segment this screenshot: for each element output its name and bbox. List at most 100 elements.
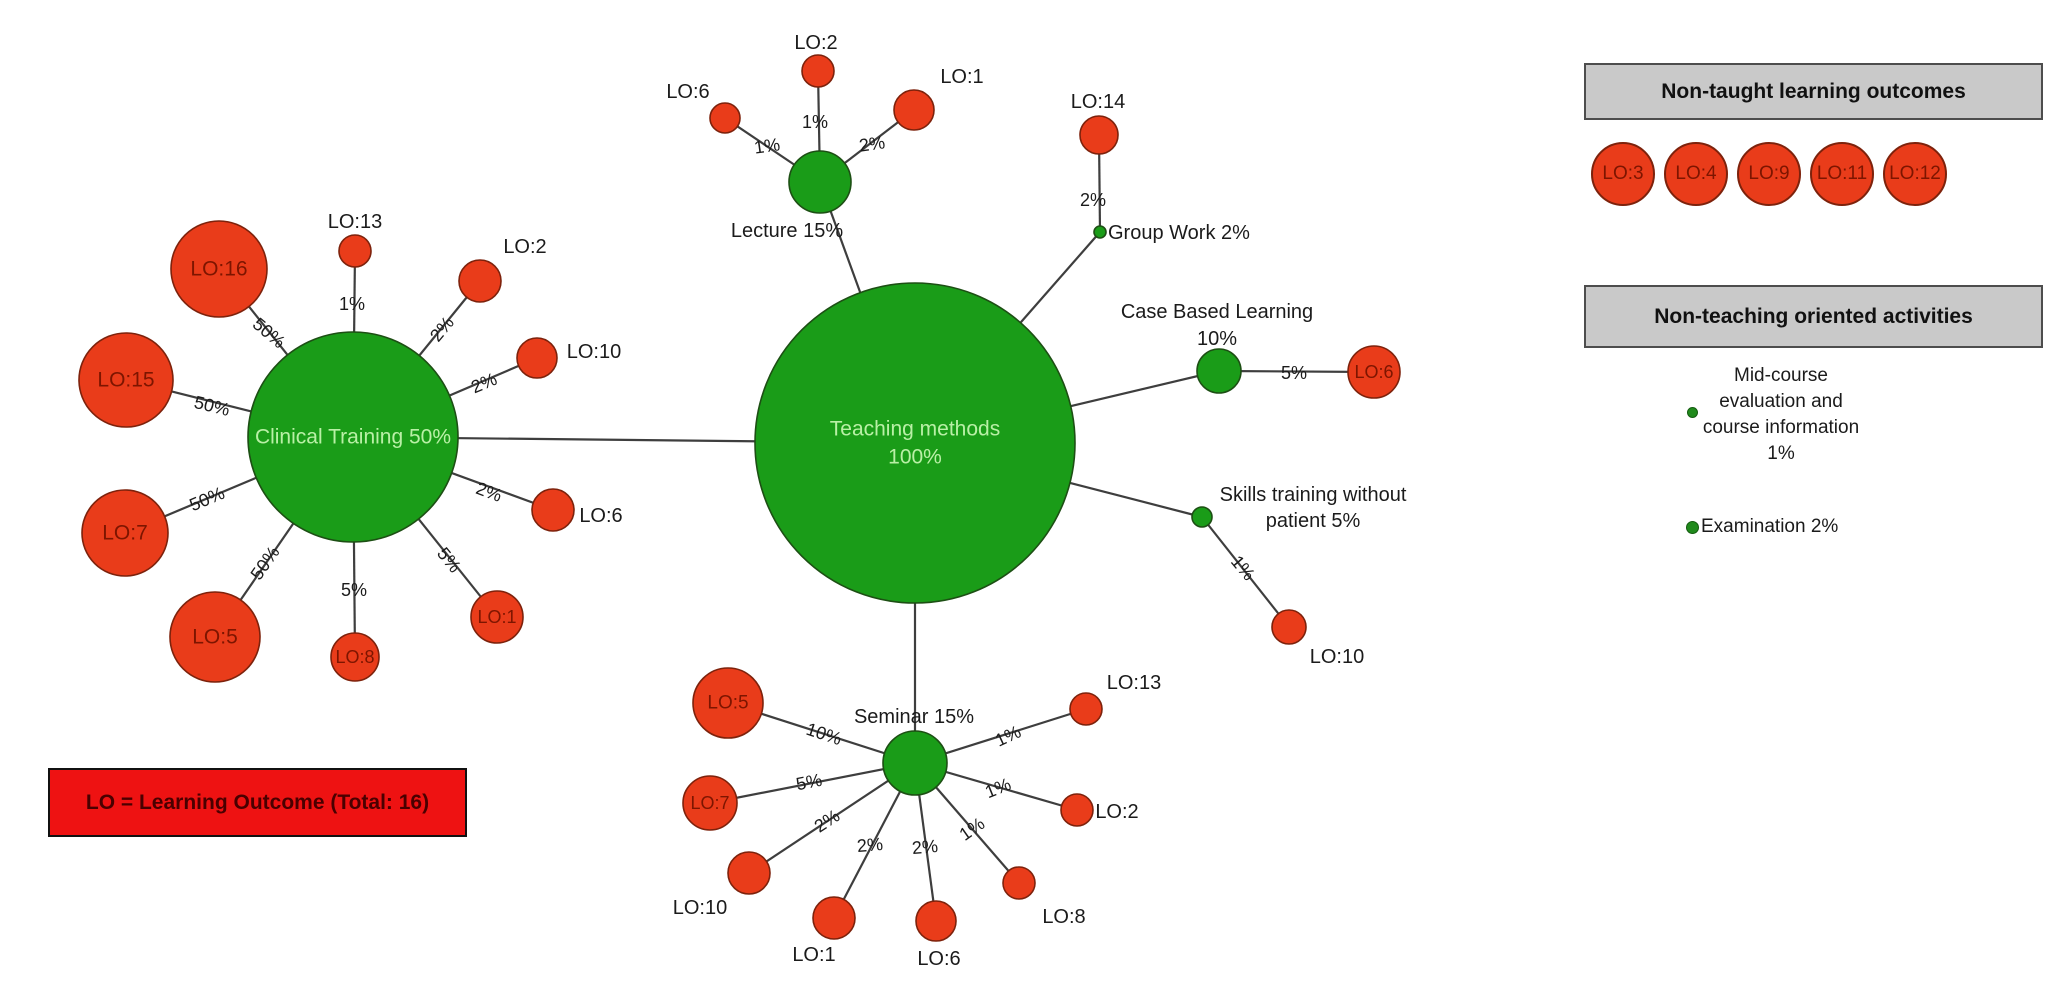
seminar-label: Seminar 15% <box>854 706 974 728</box>
edge-percent-clinical-training--ct-lo5: 50% <box>246 543 283 584</box>
edge-percent-group-work--gw-lo14: 2% <box>1080 190 1106 210</box>
examination-label: Examination 2% <box>1701 516 1839 537</box>
node-text-sem-lo7-0: LO:7 <box>690 793 729 813</box>
ct-lo13-label: LO:13 <box>328 211 382 233</box>
edge-percent-clinical-training--ct-lo13: 1% <box>339 294 365 314</box>
node-ct-lo1 <box>470 590 524 644</box>
ct-lo2-label: LO:2 <box>503 236 546 258</box>
node-text-ct-lo7-0: LO:7 <box>102 522 148 545</box>
sk-lo10-label: LO:10 <box>1310 646 1364 668</box>
edge-percent-seminar--sem-lo7: 5% <box>794 770 823 795</box>
node-ct-lo6 <box>531 488 575 532</box>
edge-percent-seminar--sem-lo1: 2% <box>856 834 884 856</box>
edge-percent-clinical-training--ct-lo8: 5% <box>341 580 367 600</box>
node-lec-lo1 <box>893 89 935 131</box>
midcourse-line-3: course information <box>1702 417 1860 438</box>
node-ct-lo5 <box>169 591 261 683</box>
node-lecture <box>788 150 852 214</box>
non-taught-outcomes-panel: Non-taught learning outcomes <box>1584 63 2043 120</box>
node-text-ct-lo16-0: LO:16 <box>190 258 247 281</box>
sem-lo13-label: LO:13 <box>1107 672 1161 694</box>
node-sem-lo1 <box>812 896 856 940</box>
node-text-clinical-training-0: Clinical Training 50% <box>255 426 451 449</box>
midcourse-evaluation-text: Mid-course evaluation and course informa… <box>1661 363 1901 467</box>
node-text-teaching-methods-1: 100% <box>888 446 942 469</box>
midcourse-dot-icon <box>1687 407 1698 418</box>
node-teaching-methods <box>754 282 1076 604</box>
midcourse-line-1: Mid-course <box>1734 365 1828 386</box>
midcourse-line-2: evaluation and <box>1719 391 1843 412</box>
node-clinical-training <box>247 331 459 543</box>
node-case-based-learning <box>1196 348 1242 394</box>
edge-percent-lecture--lec-lo2: 1% <box>802 112 828 132</box>
node-cbl-lo6 <box>1347 345 1401 399</box>
node-ct-lo16 <box>170 220 268 318</box>
skills-training-label-line2: patient 5% <box>1266 510 1361 532</box>
edge-seminar--sem-lo7 <box>709 761 916 805</box>
legend-outcome-lo4: LO:4 <box>1664 142 1728 206</box>
node-sem-lo6 <box>915 900 957 942</box>
sem-lo8-label: LO:8 <box>1042 906 1085 928</box>
edge-percent-clinical-training--ct-lo7: 50% <box>187 483 228 515</box>
legend-outcome-lo9: LO:9 <box>1737 142 1801 206</box>
node-sem-lo13 <box>1069 692 1103 726</box>
node-lec-lo2 <box>801 54 835 88</box>
legend-outcome-lo12: LO:12 <box>1883 142 1947 206</box>
node-sem-lo10 <box>727 851 771 895</box>
non-taught-outcomes-title: Non-taught learning outcomes <box>1661 79 1966 103</box>
node-ct-lo8 <box>330 632 380 682</box>
edge-percent-seminar--sem-lo8: 1% <box>956 813 989 844</box>
lo-abbreviation-text: LO = Learning Outcome (Total: 16) <box>85 790 430 814</box>
case-based-learning-label-line1: Case Based Learning <box>1121 301 1313 323</box>
lec-lo6-label: LO:6 <box>666 81 709 103</box>
sem-lo2-label: LO:2 <box>1095 801 1138 823</box>
node-sem-lo5 <box>692 667 764 739</box>
non-teaching-activities-panel: Non-teaching oriented activities <box>1584 285 2043 348</box>
examination-dot-icon <box>1686 520 1699 534</box>
lec-lo1-label: LO:1 <box>940 66 983 88</box>
node-text-ct-lo15-0: LO:15 <box>97 369 154 392</box>
case-based-learning-label-line2: 10% <box>1197 328 1237 350</box>
node-ct-lo2 <box>458 259 502 303</box>
lecture-label: Lecture 15% <box>731 220 844 242</box>
edge-percent-clinical-training--ct-lo6: 2% <box>473 478 504 506</box>
edge-percent-seminar--sem-lo6: 2% <box>911 836 939 858</box>
edge-percent-seminar--sem-lo13: 1% <box>992 721 1024 750</box>
edge-percent-seminar--sem-lo10: 2% <box>811 806 844 837</box>
group-work-label: Group Work 2% <box>1108 222 1250 244</box>
node-sem-lo2 <box>1060 793 1094 827</box>
node-text-ct-lo1-0: LO:1 <box>477 607 516 627</box>
node-group-work <box>1093 225 1107 239</box>
node-ct-lo10 <box>516 337 558 379</box>
node-text-sem-lo5-0: LO:5 <box>707 693 748 714</box>
edge-percent-clinical-training--ct-lo15: 50% <box>192 392 232 420</box>
edge-percent-lecture--lec-lo1: 2% <box>858 132 887 155</box>
edge-percent-case-based-learning--cbl-lo6: 5% <box>1281 363 1307 383</box>
edge-percent-clinical-training--ct-lo16: 50% <box>249 314 289 352</box>
node-text-cbl-lo6-0: LO:6 <box>1354 362 1393 382</box>
ct-lo10-label: LO:10 <box>567 341 621 363</box>
node-text-ct-lo8-0: LO:8 <box>335 647 374 667</box>
midcourse-line-4: 1% <box>1767 443 1795 464</box>
non-taught-outcomes-row: LO:3 LO:4 LO:9 LO:11 LO:12 <box>1591 142 1947 206</box>
edge-percent-seminar--sem-lo2: 1% <box>982 774 1014 802</box>
ct-lo6-label: LO:6 <box>579 505 622 527</box>
edge-skills-training--sk-lo10 <box>1201 516 1290 628</box>
legend-outcome-lo3: LO:3 <box>1591 142 1655 206</box>
node-skills-training <box>1191 506 1213 528</box>
node-sk-lo10 <box>1271 609 1307 645</box>
edge-percent-skills-training--sk-lo10: 1% <box>1227 552 1259 585</box>
node-ct-lo15 <box>78 332 174 428</box>
gw-lo14-label: LO:14 <box>1071 91 1125 113</box>
node-ct-lo13 <box>338 234 372 268</box>
edge-percent-lecture--lec-lo6: 1% <box>753 134 782 157</box>
skills-training-label-line1: Skills training without <box>1220 484 1407 506</box>
lo-abbreviation-box: LO = Learning Outcome (Total: 16) <box>48 768 467 837</box>
node-lec-lo6 <box>709 102 741 134</box>
sem-lo6-label: LO:6 <box>917 948 960 970</box>
sem-lo1-label: LO:1 <box>792 944 835 966</box>
node-sem-lo8 <box>1002 866 1036 900</box>
legend-outcome-lo11: LO:11 <box>1810 142 1874 206</box>
